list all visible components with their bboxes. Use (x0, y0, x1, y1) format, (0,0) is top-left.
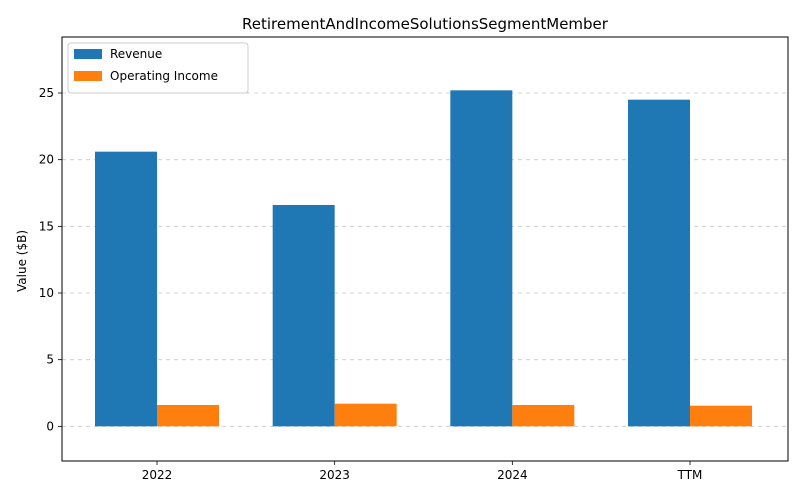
bar-revenue (450, 90, 513, 427)
legend: Revenue Operating Income (67, 42, 249, 94)
y-tick-label: 15 (39, 219, 54, 233)
y-tick-label: 5 (46, 353, 54, 367)
bar-operating-income (157, 405, 219, 427)
bar-revenue (628, 99, 691, 427)
bars (95, 90, 753, 427)
x-tick-label: 2024 (497, 468, 528, 482)
legend-swatch (74, 49, 102, 59)
bar-operating-income (512, 405, 575, 427)
plot-frame (61, 36, 789, 462)
y-axis-label: Value ($B) (15, 230, 29, 292)
legend-label: Revenue (110, 47, 162, 61)
x-tick-label: 2022 (142, 468, 173, 482)
bar-operating-income (334, 403, 397, 427)
legend-swatch (74, 71, 102, 81)
x-tick-label: TTM (677, 468, 703, 482)
bar-revenue (95, 151, 157, 427)
y-tick-label: 0 (46, 419, 54, 433)
bar-revenue (272, 205, 335, 427)
legend-label: Operating Income (110, 69, 218, 83)
legend-box (67, 42, 249, 94)
chart-title: RetirementAndIncomeSolutionsSegmentMembe… (242, 15, 609, 33)
y-axis-ticks: 0 5 10 15 20 25 (39, 86, 62, 433)
bar-operating-income (690, 405, 753, 427)
y-tick-label: 10 (39, 286, 54, 300)
y-tick-label: 20 (39, 153, 54, 167)
x-tick-label: 2023 (319, 468, 350, 482)
y-tick-label: 25 (39, 86, 54, 100)
x-axis-ticks: 2022 2023 2024 TTM (142, 461, 703, 482)
